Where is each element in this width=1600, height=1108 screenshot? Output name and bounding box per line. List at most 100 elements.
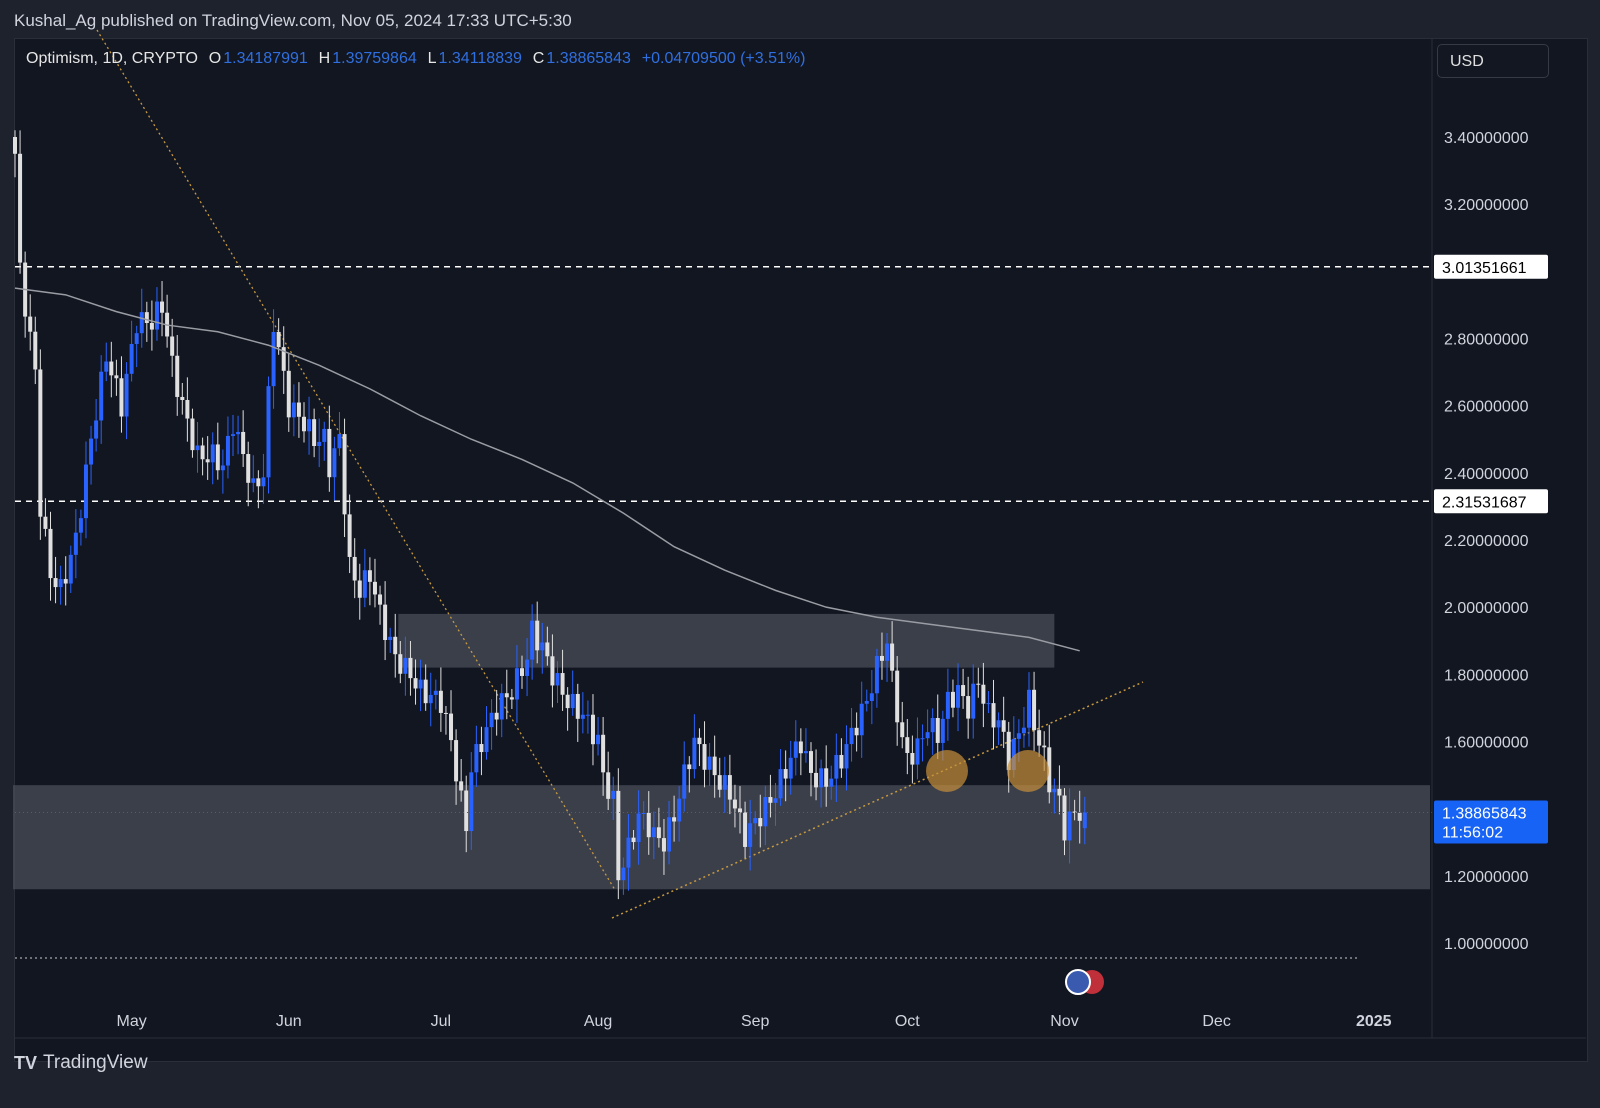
candle-body (935, 717, 940, 743)
candle-body (1006, 731, 1011, 771)
candle-body (33, 331, 38, 370)
candle-body (707, 756, 712, 770)
candle-body (803, 751, 808, 754)
candle-body (900, 722, 905, 738)
candle-body (231, 434, 236, 436)
candle-body (454, 740, 459, 782)
time-tick: Jun (276, 1013, 302, 1030)
candle-body (89, 438, 94, 465)
candle-body (667, 817, 672, 852)
candle-body (1027, 689, 1031, 728)
candle-body (738, 808, 743, 813)
candle-body (565, 694, 570, 709)
candle-body (834, 754, 839, 779)
candle-body (1021, 727, 1026, 734)
candle-body (13, 137, 17, 154)
candle-body (748, 823, 753, 847)
candle-body (611, 790, 616, 799)
candle-body (956, 685, 961, 708)
candle-body (332, 448, 337, 478)
candle-body (829, 778, 834, 787)
candle-body (18, 153, 23, 263)
candle-body (433, 690, 438, 695)
candle-body (773, 798, 778, 803)
tradingview-logo[interactable]: TV TradingView (14, 1052, 148, 1074)
candle-body (550, 656, 555, 686)
price-tick: 2.20000000 (1444, 533, 1529, 550)
candle-body (656, 827, 661, 839)
candle-body (854, 727, 859, 736)
candle-body (758, 818, 763, 827)
candle-body (920, 738, 925, 740)
candle-body (1052, 788, 1057, 793)
candle-body (1077, 812, 1082, 821)
candle-body (266, 386, 271, 478)
candle-body (149, 322, 154, 330)
candle-body (144, 312, 149, 323)
candle-body (185, 400, 190, 419)
candle-body (677, 798, 682, 822)
candle-body (1072, 811, 1077, 813)
candle-body (1062, 795, 1067, 841)
open-value: 1.34187991 (223, 50, 308, 67)
price-tick: 2.80000000 (1444, 331, 1529, 348)
candle-body (626, 837, 631, 868)
time-tick: Jul (431, 1013, 451, 1030)
candle-body (28, 316, 33, 332)
candle-body (83, 464, 88, 519)
candle-body (327, 428, 332, 478)
candle-body (413, 678, 418, 689)
candle-body (43, 516, 48, 529)
candle-body (104, 361, 109, 372)
candle-body (68, 554, 73, 584)
candle-body (874, 655, 879, 694)
candle-body (540, 642, 545, 651)
candle-body (717, 775, 722, 790)
candle-body (839, 754, 844, 769)
candle-body (869, 693, 874, 702)
candle-body (819, 768, 824, 788)
candle-body (38, 369, 43, 517)
highlight-circle (1007, 750, 1049, 792)
candle-body (824, 768, 829, 787)
candle-body (621, 867, 626, 881)
candle-body (372, 581, 377, 595)
candle-body (175, 355, 180, 397)
time-tick: Oct (895, 1013, 920, 1030)
candle-body (479, 744, 484, 753)
candle-body (109, 361, 114, 376)
candle-body (1037, 730, 1042, 746)
candle-body (383, 604, 388, 641)
candle-body (357, 580, 362, 598)
candle-body (631, 837, 636, 843)
candle-body (996, 720, 1001, 728)
candle-body (114, 375, 119, 379)
symbol-label[interactable]: Optimism, 1D, CRYPTO (26, 50, 198, 67)
zone-1 (13, 785, 1430, 890)
candle-body (160, 301, 165, 313)
chart-pane[interactable] (14, 38, 1588, 1062)
candle-body (129, 343, 134, 374)
candle-body (393, 636, 398, 655)
time-tick: Nov (1050, 1013, 1078, 1030)
candle-body (859, 703, 864, 736)
time-tick: May (116, 1013, 146, 1030)
price-tick: 3.20000000 (1444, 197, 1529, 214)
candle-body (844, 744, 849, 769)
candle-body (251, 478, 256, 483)
candle-body (606, 772, 611, 799)
currency-button[interactable]: USD (1437, 44, 1549, 78)
candle-body (661, 838, 666, 852)
candle-body (494, 712, 499, 720)
price-tick: 2.00000000 (1444, 600, 1529, 617)
candle-body (94, 420, 99, 439)
candle-body (814, 772, 819, 788)
candle-body (459, 781, 464, 791)
low-value: 1.34118839 (438, 50, 522, 67)
candle-body (590, 714, 595, 745)
candle-body (1057, 788, 1062, 796)
candle-body (352, 556, 357, 581)
time-tick: Sep (741, 1013, 770, 1030)
candle-body (940, 718, 945, 743)
